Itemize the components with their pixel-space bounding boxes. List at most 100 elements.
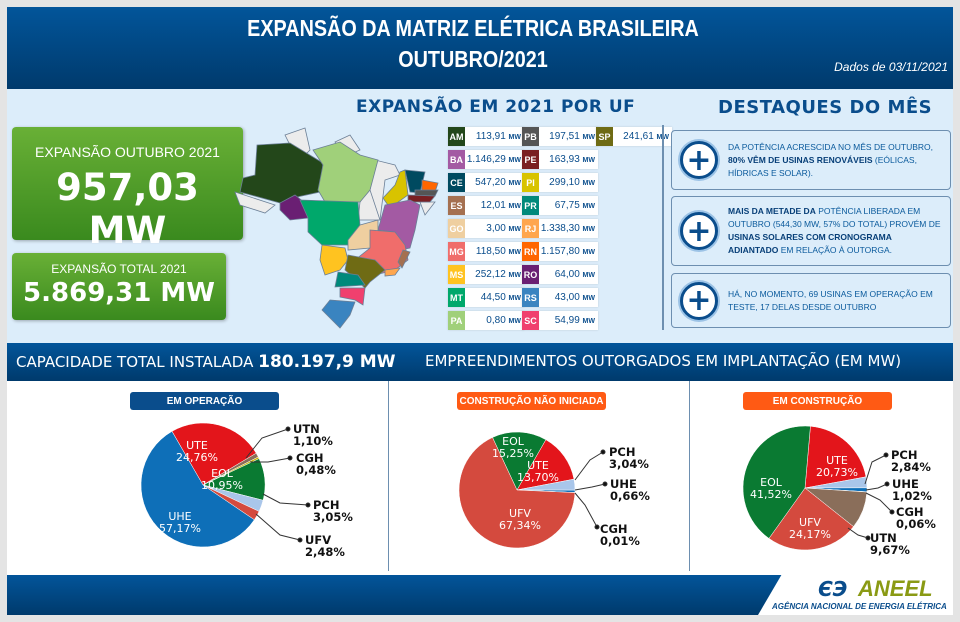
pie-label-utn: UTN 1,10% bbox=[293, 423, 333, 447]
uf-item-ba: BA 1.146,29 MW bbox=[448, 150, 524, 169]
uf-code: BA bbox=[448, 150, 465, 169]
slice-name: PCH bbox=[891, 448, 918, 462]
uf-value: 113,91 MW bbox=[465, 131, 524, 142]
pie-label-eol: EOL 10,95% bbox=[201, 468, 243, 492]
map-state-pe bbox=[407, 194, 436, 203]
uf-code: MS bbox=[448, 265, 465, 284]
pie-label-uhe: UHE 57,17% bbox=[159, 511, 201, 535]
pie-label-cgh: CGH 0,06% bbox=[896, 506, 936, 530]
panel-divider bbox=[388, 381, 389, 571]
pill-em-construcao: EM CONSTRUÇÃO bbox=[743, 392, 892, 410]
map-state-pr bbox=[334, 271, 366, 288]
slice-percent: 2,84% bbox=[891, 460, 931, 474]
uf-unit: MW bbox=[508, 134, 521, 141]
uf-code: PE bbox=[522, 150, 539, 169]
pill-em-operacao: EM OPERAÇÃO bbox=[130, 392, 279, 410]
uf-code: MG bbox=[448, 242, 465, 261]
slice-name: UHE bbox=[892, 477, 919, 491]
slice-percent: 13,70% bbox=[517, 471, 559, 484]
uf-unit: MW bbox=[582, 249, 595, 256]
map-state-rs bbox=[321, 299, 356, 329]
uf-unit: MW bbox=[582, 157, 595, 164]
pie-label-uhe: UHE 0,66% bbox=[610, 478, 650, 502]
pie-label-ute: UTE 24,76% bbox=[176, 440, 218, 464]
uf-value-number: 299,10 bbox=[549, 177, 580, 188]
leader-dot bbox=[305, 502, 311, 508]
pie-slice-2-ufv bbox=[768, 487, 854, 551]
uf-value-number: 3,00 bbox=[486, 223, 506, 234]
highlight-span: HÁ, NO MOMENTO, 69 USINAS EM OPERAÇÃO EM… bbox=[728, 288, 933, 312]
uf-item-am: AM 113,91 MW bbox=[448, 127, 524, 146]
uf-unit: MW bbox=[508, 272, 521, 279]
plus-icon: + bbox=[680, 212, 718, 250]
uf-unit: MW bbox=[508, 295, 521, 302]
pill-construcao-nao-iniciada: CONSTRUÇÃO NÃO INICIADA bbox=[457, 392, 606, 410]
uf-code: MT bbox=[448, 288, 465, 307]
uf-unit: MW bbox=[508, 226, 521, 233]
uf-value-number: 1.146,29 bbox=[466, 154, 506, 165]
slice-percent: 2,48% bbox=[305, 545, 345, 559]
uf-value-number: 1.157,80 bbox=[540, 246, 580, 257]
highlight-span: DA POTÊNCIA ACRESCIDA NO MÊS DE OUTUBRO, bbox=[728, 141, 933, 152]
leader-ufv bbox=[255, 513, 301, 541]
pie-slice-1-ufv bbox=[458, 437, 576, 549]
uf-value: 163,93 MW bbox=[539, 154, 598, 165]
uf-unit: MW bbox=[582, 180, 595, 187]
uf-unit: MW bbox=[582, 295, 595, 302]
logo-text: ANEEL bbox=[858, 576, 933, 601]
uf-item-rs: RS 43,00 MW bbox=[522, 288, 598, 307]
leader-cgh bbox=[865, 492, 893, 513]
uf-value: 1.146,29 MW bbox=[465, 154, 524, 165]
highlight-card: + HÁ, NO MOMENTO, 69 USINAS EM OPERAÇÃO E… bbox=[671, 273, 951, 328]
leader-uhe bbox=[865, 483, 888, 491]
map-state-ba bbox=[377, 199, 421, 251]
uf-value: 197,51 MW bbox=[539, 131, 598, 142]
plus-icon: + bbox=[680, 281, 718, 320]
uf-unit: MW bbox=[582, 134, 595, 141]
pie-label-ute: UTE 13,70% bbox=[517, 460, 559, 484]
kpi-total-label: EXPANSÃO TOTAL 2021 bbox=[51, 262, 187, 276]
uf-item-es: ES 12,01 MW bbox=[448, 196, 524, 215]
map-state-other bbox=[234, 191, 276, 214]
leader-cgh bbox=[250, 457, 291, 463]
highlight-card: + MAIS DA METADE DA POTÊNCIA LIBERADA EM … bbox=[671, 196, 951, 266]
outorgados-title: EMPREENDIMENTOS OUTORGADOS EM IMPLANTAÇÃ… bbox=[425, 352, 902, 370]
leader-lines bbox=[245, 426, 895, 543]
highlight-text: MAIS DA METADE DA POTÊNCIA LIBERADA EM O… bbox=[728, 205, 942, 257]
slice-name: UFV bbox=[799, 516, 821, 529]
pie-label-ute: UTE 20,73% bbox=[816, 455, 858, 479]
kpi-month-label: EXPANSÃO OUTUBRO 2021 bbox=[35, 144, 220, 160]
leader-pch bbox=[262, 493, 309, 506]
uf-item-rj: RJ 1.338,30 MW bbox=[522, 219, 598, 238]
uf-item-rn: RN 1.157,80 MW bbox=[522, 242, 598, 261]
page-title: EXPANSÃO DA MATRIZ ELÉTRICA BRASILEIRA bbox=[247, 15, 699, 41]
uf-value: 299,10 MW bbox=[539, 177, 598, 188]
uf-unit: MW bbox=[582, 272, 595, 279]
logo-subtitle: AGÊNCIA NACIONAL DE ENERGIA ELÉTRICA bbox=[772, 602, 947, 611]
capacity-label: CAPACIDADE TOTAL INSTALADA bbox=[16, 353, 254, 371]
uf-unit: MW bbox=[508, 203, 521, 210]
uf-item-pe: PE 163,93 MW bbox=[522, 150, 598, 169]
uf-value-number: 44,50 bbox=[480, 292, 506, 303]
uf-unit: MW bbox=[582, 203, 595, 210]
leader-dot bbox=[594, 524, 600, 530]
leader-dot bbox=[600, 449, 606, 455]
map-state-pa bbox=[312, 141, 379, 203]
uf-item-ro: RO 64,00 MW bbox=[522, 265, 598, 284]
slice-percent: 0,48% bbox=[296, 463, 336, 477]
slice-name: UTN bbox=[870, 531, 897, 545]
uf-section-title: EXPANSÃO EM 2021 POR UF bbox=[356, 97, 636, 117]
uf-item-go: GO 3,00 MW bbox=[448, 219, 524, 238]
uf-item-mg: MG 118,50 MW bbox=[448, 242, 524, 261]
uf-code: RO bbox=[522, 265, 539, 284]
header bbox=[7, 7, 953, 89]
brazil-map bbox=[234, 127, 439, 329]
uf-value-number: 197,51 bbox=[549, 131, 580, 142]
leader-uhe bbox=[574, 483, 606, 491]
kpi-total-value: 5.869,31 MW bbox=[23, 278, 215, 308]
uf-value-number: 64,00 bbox=[554, 269, 580, 280]
slice-percent: 1,10% bbox=[293, 434, 333, 448]
uf-code: CE bbox=[448, 173, 465, 192]
leader-dot bbox=[297, 537, 303, 543]
leader-cgh bbox=[574, 492, 598, 528]
